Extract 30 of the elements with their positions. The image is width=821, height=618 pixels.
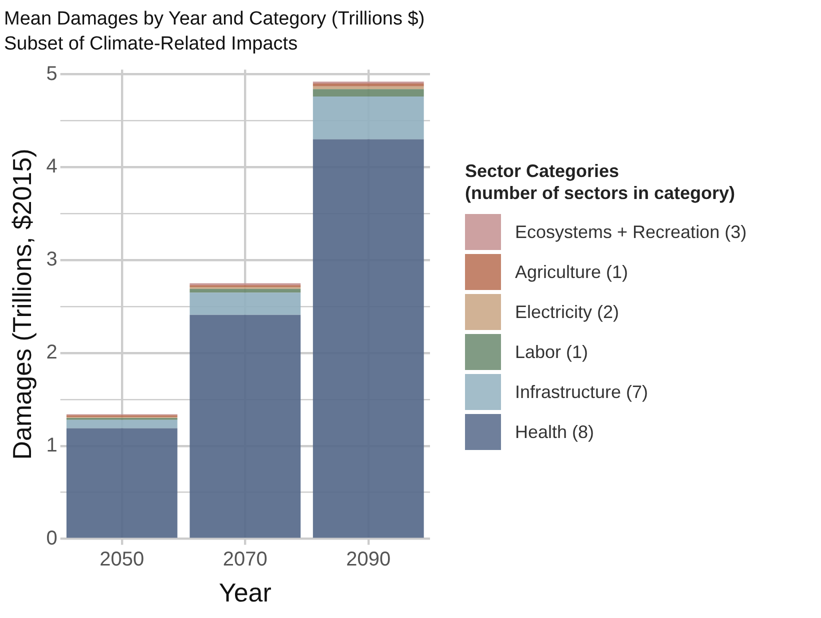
bar [66, 420, 178, 428]
bar [312, 139, 424, 538]
x-tick-label: 2050 [100, 548, 144, 570]
legend-label: Electricity (2) [515, 302, 620, 322]
bar [66, 428, 178, 538]
x-tick-label: 2090 [346, 548, 391, 570]
bar [190, 292, 301, 315]
legend-label: Ecosystems + Recreation (3) [515, 222, 747, 242]
legend-label: Health (8) [515, 422, 594, 442]
legend-label: Infrastructure (7) [515, 382, 648, 402]
bar [312, 86, 424, 90]
chart-title: Mean Damages by Year and Category (Trillions $) [4, 8, 425, 30]
y-tick-label: 3 [46, 248, 58, 271]
chart-subtitle: Subset of Climate-Related Impacts [4, 33, 298, 54]
legend-label: Labor (1) [515, 342, 588, 362]
y-tick-label: 2 [46, 341, 58, 364]
bar [190, 314, 301, 538]
bar [312, 84, 424, 86]
y-axis-title: Damages (Trillions, $2015) [6, 148, 37, 460]
legend-label: Agriculture (1) [515, 262, 628, 282]
x-axis-title: Year [218, 578, 272, 608]
bar [312, 96, 424, 140]
y-tick-label: 4 [46, 156, 58, 178]
bar [190, 288, 301, 293]
y-tick-label: 1 [46, 434, 58, 456]
bar [312, 89, 424, 97]
y-tick-label: 5 [46, 62, 58, 85]
y-tick-label: 0 [46, 527, 58, 550]
x-tick-label: 2070 [222, 548, 268, 570]
legend-title: Sector Categories (number of sectors in category) [465, 160, 736, 204]
